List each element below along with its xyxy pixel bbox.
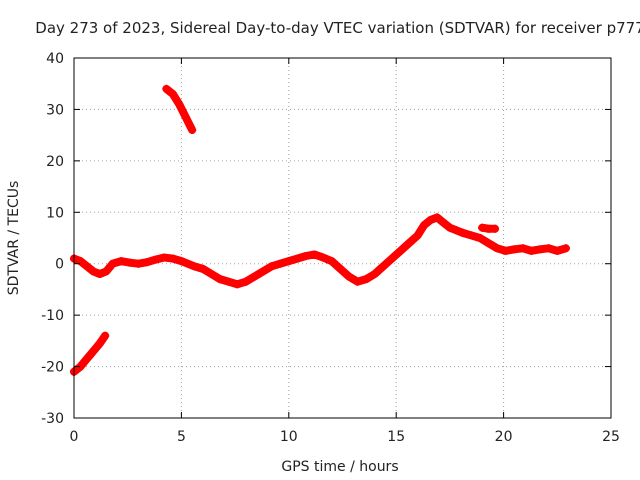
data-point bbox=[233, 280, 242, 289]
y-tick-label: 10 bbox=[46, 205, 64, 221]
x-tick-label: 10 bbox=[280, 429, 298, 445]
y-tick-label: 0 bbox=[55, 257, 64, 273]
data-point bbox=[420, 221, 429, 230]
data-point bbox=[134, 259, 143, 268]
data-point bbox=[162, 84, 171, 93]
data-point bbox=[267, 262, 276, 271]
data-point bbox=[160, 253, 169, 262]
data-point bbox=[413, 231, 422, 240]
data-point bbox=[553, 246, 562, 255]
data-point bbox=[82, 262, 91, 271]
data-point bbox=[452, 226, 461, 235]
data-point bbox=[475, 234, 484, 242]
data-point bbox=[216, 275, 225, 284]
series-early-drop bbox=[70, 331, 110, 376]
x-tick-label: 15 bbox=[387, 429, 405, 445]
data-point bbox=[527, 246, 536, 255]
y-tick-label: -20 bbox=[41, 360, 64, 376]
y-tick-label: 40 bbox=[46, 51, 64, 67]
chart-title: Day 273 of 2023, Sidereal Day-to-day VTE… bbox=[35, 19, 640, 37]
data-point bbox=[327, 257, 336, 266]
x-tick-label: 0 bbox=[70, 429, 79, 445]
data-point bbox=[362, 275, 371, 284]
x-tick-label: 5 bbox=[177, 429, 186, 445]
data-point bbox=[117, 257, 126, 266]
data-point bbox=[125, 258, 134, 267]
data-point bbox=[518, 244, 527, 253]
x-tick-label: 25 bbox=[602, 429, 620, 445]
series-main bbox=[70, 213, 570, 289]
data-point bbox=[478, 223, 487, 232]
data-point bbox=[284, 257, 293, 266]
y-axis-label: SDTVAR / TECUs bbox=[6, 181, 22, 296]
x-axis-label: GPS time / hours bbox=[281, 459, 398, 475]
series-high-arc bbox=[162, 84, 197, 134]
data-point bbox=[370, 270, 379, 278]
data-point bbox=[293, 254, 302, 263]
data-point bbox=[336, 264, 345, 273]
data-point bbox=[89, 347, 98, 356]
data-point bbox=[396, 246, 405, 255]
data-point bbox=[445, 223, 454, 232]
y-tick-label: -10 bbox=[41, 308, 64, 324]
series-late-segment bbox=[478, 223, 500, 233]
data-point bbox=[319, 253, 328, 262]
data-point bbox=[183, 259, 192, 268]
data-point bbox=[439, 218, 448, 227]
data-point bbox=[177, 257, 186, 266]
y-tick-label: -30 bbox=[41, 411, 64, 427]
y-tick-label: 20 bbox=[46, 154, 64, 170]
data-point bbox=[224, 277, 233, 286]
data-point bbox=[387, 254, 396, 263]
data-point bbox=[207, 270, 216, 278]
data-point bbox=[433, 213, 442, 222]
data-point bbox=[501, 246, 510, 255]
data-point bbox=[484, 239, 493, 248]
data-point bbox=[344, 272, 353, 281]
data-point bbox=[76, 257, 85, 266]
grid bbox=[74, 58, 611, 418]
data-point bbox=[379, 262, 388, 271]
data-point bbox=[493, 244, 502, 253]
data-point bbox=[188, 126, 197, 134]
data-point bbox=[143, 258, 152, 267]
data-point bbox=[190, 262, 199, 271]
data-point bbox=[491, 224, 500, 233]
data-point bbox=[108, 259, 117, 268]
data-point bbox=[95, 270, 104, 278]
data-point bbox=[102, 267, 111, 276]
data-point bbox=[82, 354, 91, 363]
data-point bbox=[276, 259, 285, 268]
data-layer bbox=[70, 84, 570, 376]
data-point bbox=[241, 277, 250, 286]
data-point bbox=[95, 339, 104, 348]
data-point bbox=[175, 100, 184, 109]
data-point bbox=[168, 254, 177, 263]
data-point bbox=[168, 90, 177, 98]
data-point bbox=[301, 252, 310, 260]
data-point bbox=[310, 250, 319, 259]
data-point bbox=[426, 216, 435, 224]
data-point bbox=[101, 331, 110, 340]
plot-frame bbox=[73, 57, 612, 419]
x-tick-label: 20 bbox=[495, 429, 513, 445]
data-point bbox=[250, 272, 259, 281]
y-tick-label: 30 bbox=[46, 102, 64, 118]
data-point bbox=[181, 113, 190, 122]
data-point bbox=[458, 228, 467, 237]
data-point bbox=[259, 267, 268, 276]
data-point bbox=[544, 244, 553, 253]
data-point bbox=[198, 264, 207, 273]
data-point bbox=[561, 244, 570, 253]
data-point bbox=[467, 231, 476, 240]
data-point bbox=[353, 277, 362, 286]
data-point bbox=[89, 267, 98, 276]
ticks: 0 5 10 15 20 25 -30 -20 -10 0 10 20 30 40 bbox=[41, 51, 620, 445]
data-point bbox=[151, 255, 160, 264]
data-point bbox=[510, 245, 519, 254]
data-point bbox=[536, 245, 545, 254]
data-point bbox=[405, 239, 414, 248]
